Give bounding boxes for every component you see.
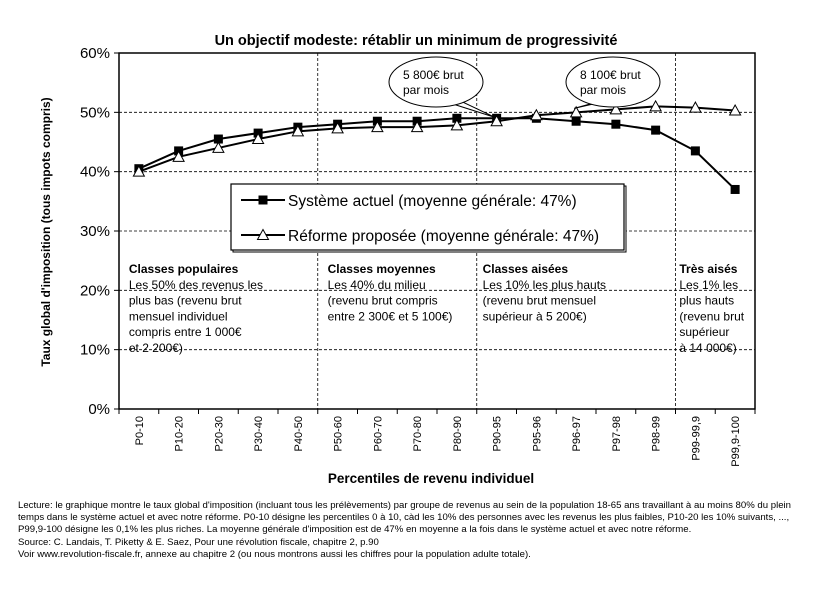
callout-bubble [388,56,484,108]
group-description-line: et 2 200€) [129,341,183,355]
data-point-reforme [609,102,623,115]
group-description-line: (revenu brut [679,309,744,323]
data-point-reforme [530,108,543,121]
callout-bubble [565,56,661,108]
x-tick-label: P70-80 [412,416,424,451]
y-tick-label: 10% [80,342,110,359]
group-title: Très aisés [679,262,737,276]
group-description-line: Les 1% les [679,278,738,292]
data-point-actuel [571,116,581,126]
group-description-line: à 14 000€) [679,341,736,355]
group-description-line: (revenu brut mensuel [483,294,596,308]
x-axis-label: Percentiles de revenu individuel [328,471,534,486]
x-tick-label: P60-70 [372,416,384,451]
footer-voir: Voir www.revolution-fiscale.fr, annexe a… [18,548,531,560]
footer-lecture: Lecture: le graphique montre le taux glo… [18,500,792,536]
data-point-actuel [730,184,740,194]
chart: Un objectif modeste: rétablir un minimum… [39,33,756,486]
x-tick-label: P99,9-100 [730,416,742,467]
chart-title: Un objectif modeste: rétablir un minimum… [215,33,618,49]
group-description-line: mensuel individuel [129,309,228,323]
x-tick-label: P10-20 [174,416,186,451]
data-point-reforme [569,105,583,118]
x-tick-label: P96-97 [571,416,583,451]
legend-box-front [230,183,625,251]
x-tick-label: P50-60 [333,416,345,451]
group-description-line: plus hauts [679,294,734,308]
data-point-actuel [213,134,223,144]
series-line-actuel [138,117,736,191]
series-line-reforme [138,105,736,173]
group-description-line: Les 40% du milieu [328,278,426,292]
y-tick-label: 50% [80,104,110,121]
group-description-line: supérieur [679,325,729,339]
data-point-reforme [728,104,742,116]
data-point-reforme [132,165,146,177]
data-point-reforme [212,141,225,153]
y-axis-label: Taux global d'imposition (tous impots co… [39,97,53,366]
data-point-reforme [450,118,464,131]
callout-text: par mois [403,83,449,97]
data-point-reforme [410,120,424,133]
data-point-actuel [452,113,462,123]
y-tick-label: 0% [88,401,110,418]
group-title: Classes aisées [483,262,569,276]
group-description-line: (revenu brut compris [328,294,438,308]
legend-label: Réforme proposée (moyenne générale: 47%) [288,228,599,245]
legend-marker-actuel [258,195,268,205]
x-tick-label: P99-99,9 [690,416,702,461]
data-point-reforme [689,101,702,113]
y-tick-label: 40% [80,164,110,181]
x-tick-label: P30-40 [253,416,265,451]
y-tick-label: 20% [80,282,110,299]
x-tick-label: P90-95 [492,416,504,451]
x-tick-label: P95-96 [531,416,543,451]
footer-notes: Lecture: le graphique montre le taux glo… [18,500,803,561]
x-tick-label: P97-98 [611,416,623,451]
x-tick-label: P40-50 [293,416,305,451]
x-tick-label: P98-99 [651,416,663,451]
callout-text: 8 100€ brut [580,68,641,82]
data-point-reforme [291,124,305,137]
legend-label: Système actuel (moyenne générale: 47%) [288,193,577,210]
group-description-line: Les 10% les plus hauts [483,278,606,292]
legend-marker-reforme [256,228,270,240]
group-description-line: supérieur à 5 200€) [483,309,587,323]
data-point-reforme [649,99,662,112]
y-tick-label: 30% [80,223,110,240]
y-tick-label: 60% [80,45,110,62]
data-point-reforme [172,150,185,162]
data-point-actuel [611,119,621,129]
group-title: Classes moyennes [328,262,436,276]
group-description-line: plus bas (revenu brut [129,294,242,308]
group-description-line: Les 50% des revenus les [129,278,263,292]
x-tick-label: P20-30 [213,416,225,451]
legend: Système actuel (moyenne générale: 47%) Ré… [230,183,627,253]
callout-text: 5 800€ brut [403,68,464,82]
data-point-reforme [331,121,344,134]
data-point-reforme [371,120,384,133]
data-point-reforme [490,114,503,127]
data-point-actuel [651,125,661,135]
data-point-reforme [251,132,265,145]
callout-text: par mois [580,83,626,97]
group-description-line: entre 2 300€ et 5 100€) [328,309,453,323]
group-description-line: compris entre 1 000€ [129,325,242,339]
group-title: Classes populaires [129,262,239,276]
footer-source: Source: C. Landais, T. Piketty & E. Saez… [18,536,379,548]
x-tick-label: P80-90 [452,416,464,451]
data-point-actuel [690,146,700,156]
x-tick-label: P0-10 [134,416,146,445]
